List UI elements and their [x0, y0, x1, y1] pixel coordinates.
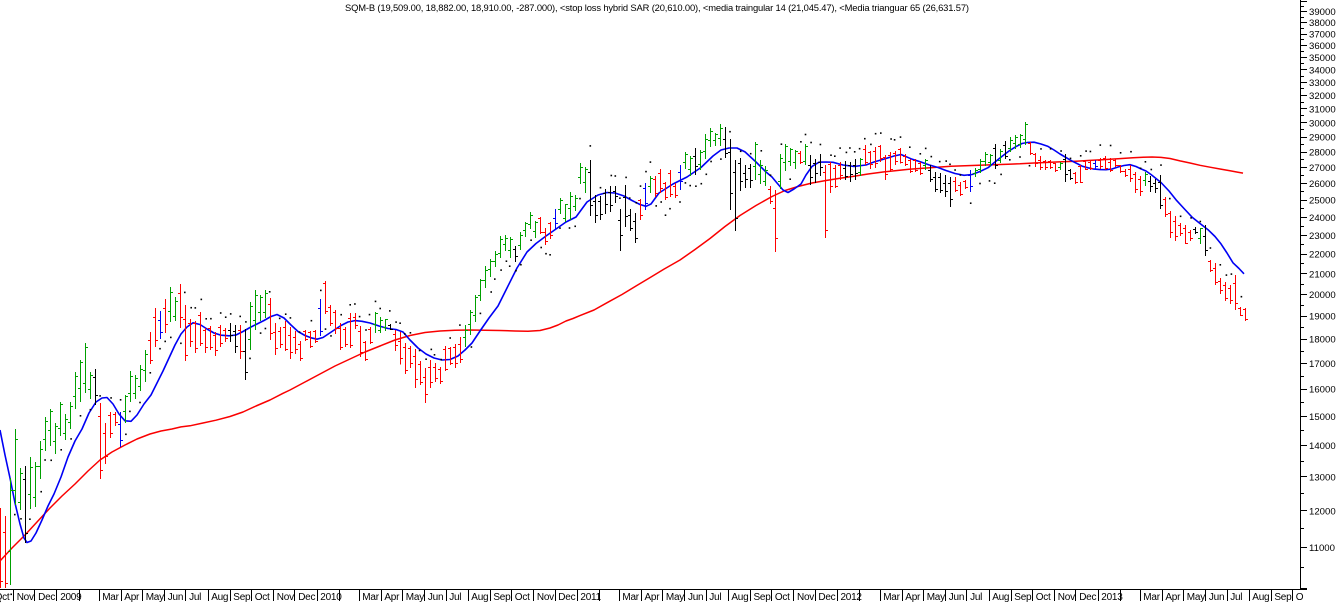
- svg-text:32000: 32000: [1309, 91, 1336, 102]
- svg-text:Nov: Nov: [537, 592, 554, 603]
- svg-text:Aug: Aug: [471, 592, 488, 603]
- svg-text:20000: 20000: [1309, 290, 1336, 301]
- svg-text:O: O: [1296, 592, 1304, 603]
- svg-text:Jun: Jun: [949, 592, 964, 603]
- svg-text:Jul: Jul: [189, 592, 201, 603]
- svg-text:Jun: Jun: [1209, 592, 1224, 603]
- svg-text:37000: 37000: [1309, 29, 1336, 40]
- svg-text:Apr: Apr: [905, 592, 921, 603]
- svg-text:Sep: Sep: [1274, 592, 1292, 603]
- svg-text:Oct: Oct: [515, 592, 530, 603]
- svg-text:39000: 39000: [1309, 7, 1336, 18]
- svg-text:Jul: Jul: [449, 592, 461, 603]
- svg-text:Apr: Apr: [384, 592, 400, 603]
- svg-text:Dec: Dec: [818, 592, 835, 603]
- svg-text:Mar: Mar: [362, 592, 379, 603]
- svg-text:38000: 38000: [1309, 18, 1336, 29]
- svg-text:2009: 2009: [60, 592, 82, 603]
- svg-text:17000: 17000: [1309, 359, 1336, 370]
- svg-text:Sep: Sep: [493, 592, 511, 603]
- svg-text:Jun: Jun: [688, 592, 703, 603]
- svg-text:May: May: [1187, 592, 1205, 603]
- svg-text:May: May: [927, 592, 945, 603]
- svg-text:35000: 35000: [1309, 53, 1336, 64]
- svg-text:Apr: Apr: [645, 592, 661, 603]
- svg-text:14000: 14000: [1309, 441, 1336, 452]
- svg-text:Dec: Dec: [38, 592, 55, 603]
- svg-text:36000: 36000: [1309, 41, 1336, 52]
- svg-text:25000: 25000: [1309, 195, 1336, 206]
- svg-text:Dec: Dec: [1079, 592, 1096, 603]
- svg-text:SQM-B (19,509.00, 18,882.00, 1: SQM-B (19,509.00, 18,882.00, 18,910.00, …: [345, 2, 969, 13]
- svg-text:31000: 31000: [1309, 104, 1336, 115]
- svg-text:2011: 2011: [580, 592, 601, 603]
- svg-text:28000: 28000: [1309, 147, 1336, 158]
- svg-text:13000: 13000: [1309, 472, 1336, 483]
- svg-text:34000: 34000: [1309, 65, 1336, 76]
- svg-text:Apr: Apr: [124, 592, 140, 603]
- svg-text:Oct: Oct: [1036, 592, 1051, 603]
- svg-text:Jun: Jun: [428, 592, 443, 603]
- svg-text:Nov: Nov: [1058, 592, 1075, 603]
- svg-text:Jul: Jul: [970, 592, 982, 603]
- svg-text:Aug: Aug: [731, 592, 748, 603]
- svg-text:11000: 11000: [1309, 543, 1335, 554]
- svg-text:Apr: Apr: [1165, 592, 1181, 603]
- svg-text:33000: 33000: [1309, 78, 1336, 89]
- svg-text:May: May: [666, 592, 684, 603]
- svg-text:May: May: [406, 592, 424, 603]
- svg-text:Jul: Jul: [1230, 592, 1242, 603]
- svg-text:Oct: Oct: [0, 592, 10, 603]
- svg-text:Sep: Sep: [754, 592, 772, 603]
- svg-text:Nov: Nov: [277, 592, 294, 603]
- svg-text:Nov: Nov: [797, 592, 814, 603]
- svg-text:Sep: Sep: [233, 592, 251, 603]
- svg-text:Mar: Mar: [1143, 592, 1160, 603]
- svg-text:Mar: Mar: [102, 592, 119, 603]
- svg-text:21000: 21000: [1309, 269, 1336, 280]
- svg-text:2012: 2012: [841, 592, 863, 603]
- svg-text:Mar: Mar: [883, 592, 900, 603]
- svg-text:Aug: Aug: [1252, 592, 1269, 603]
- svg-text:Dec: Dec: [298, 592, 315, 603]
- svg-text:24000: 24000: [1309, 213, 1336, 224]
- svg-text:23000: 23000: [1309, 231, 1336, 242]
- svg-text:2013: 2013: [1101, 592, 1123, 603]
- svg-text:Jun: Jun: [168, 592, 183, 603]
- svg-text:Oct: Oct: [255, 592, 270, 603]
- svg-text:30000: 30000: [1309, 118, 1336, 129]
- svg-text:26000: 26000: [1309, 179, 1336, 190]
- svg-text:Sep: Sep: [1014, 592, 1032, 603]
- svg-text:Aug: Aug: [992, 592, 1009, 603]
- svg-text:22000: 22000: [1309, 250, 1336, 261]
- svg-text:2010: 2010: [320, 592, 342, 603]
- svg-text:Aug: Aug: [211, 592, 228, 603]
- svg-text:May: May: [146, 592, 164, 603]
- svg-text:12000: 12000: [1309, 506, 1336, 517]
- svg-text:19000: 19000: [1309, 312, 1336, 323]
- svg-text:16000: 16000: [1309, 384, 1336, 395]
- svg-text:15000: 15000: [1309, 412, 1336, 423]
- svg-text:Mar: Mar: [622, 592, 639, 603]
- svg-text:27000: 27000: [1309, 163, 1336, 174]
- svg-text:29000: 29000: [1309, 133, 1336, 144]
- svg-text:Oct: Oct: [775, 592, 790, 603]
- svg-text:Dec: Dec: [558, 592, 575, 603]
- svg-text:Jul: Jul: [709, 592, 721, 603]
- svg-text:Nov: Nov: [17, 592, 34, 603]
- svg-text:18000: 18000: [1309, 335, 1336, 346]
